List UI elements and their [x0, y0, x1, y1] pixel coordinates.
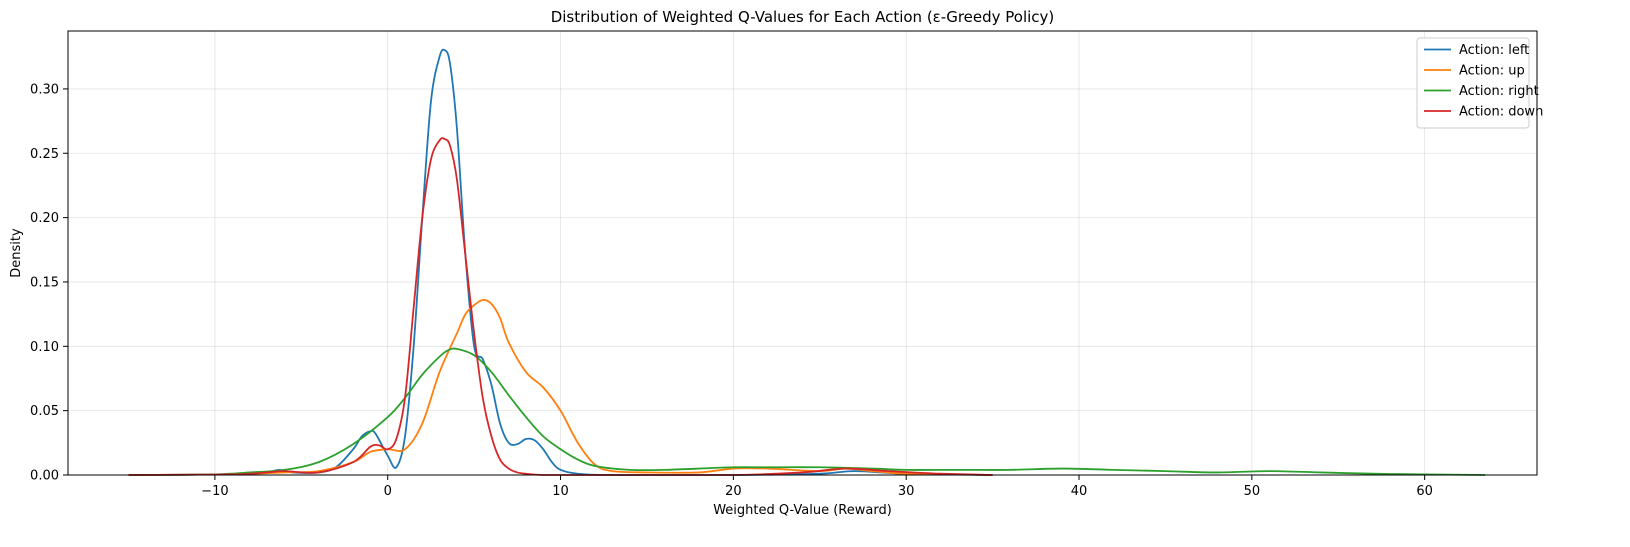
- x-tick-label: 60: [1416, 484, 1433, 499]
- chart-title: Distribution of Weighted Q-Values for Ea…: [551, 8, 1055, 26]
- legend-label: Action: left: [1459, 43, 1529, 58]
- y-tick-label: 0.30: [30, 82, 59, 97]
- series-line-0: [128, 48, 993, 476]
- x-tick-label: 20: [725, 484, 742, 499]
- y-tick-label: 0.00: [30, 469, 59, 484]
- legend-box: [1416, 37, 1530, 129]
- x-axis-label: Weighted Q-Value (Reward): [713, 503, 892, 518]
- y-tick-label: 0.20: [30, 211, 59, 226]
- tick-layer: −10 0 10 20 30 40 50 60 0.00 0.05 0.10 0.15 0.20 0.25…: [30, 82, 1433, 499]
- y-tick-label: 0.05: [30, 404, 59, 419]
- series-line-1: [128, 299, 993, 476]
- y-tick-label: 0.10: [30, 340, 59, 355]
- x-tick-label: 40: [1071, 484, 1088, 499]
- y-tick-label: 0.15: [30, 275, 59, 290]
- legend-label: Action: up: [1459, 64, 1525, 79]
- y-tick-label: 0.25: [30, 147, 59, 162]
- legend: Action: left Action: up Action: right Actio…: [1416, 37, 1543, 129]
- x-tick-label: −10: [201, 484, 228, 499]
- grid-layer: [68, 31, 1537, 476]
- x-tick-label: 10: [552, 484, 569, 499]
- x-tick-label: 0: [384, 484, 392, 499]
- legend-label: Action: down: [1459, 105, 1543, 120]
- x-tick-label: 50: [1244, 484, 1261, 499]
- series-line-2: [128, 347, 1486, 476]
- axes-frame: [67, 30, 1538, 476]
- legend-label: Action: right: [1459, 84, 1539, 99]
- x-tick-label: 30: [898, 484, 915, 499]
- y-axis-label: Density: [9, 228, 24, 278]
